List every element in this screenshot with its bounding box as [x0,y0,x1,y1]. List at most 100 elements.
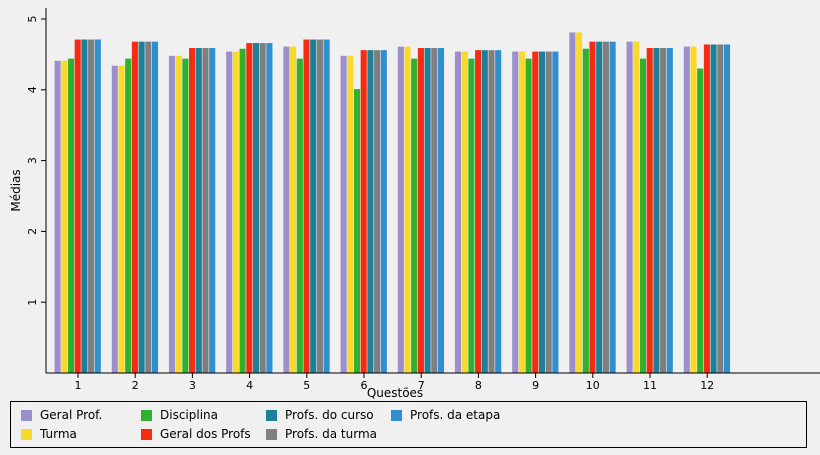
legend: Geral Prof. Turma Disciplina Geral dos Prof… [10,401,807,448]
legend-label: Profs. da etapa [410,408,501,422]
bar [367,50,374,373]
bar [690,46,697,373]
y-axis-title: Médias [9,169,23,211]
bar [582,48,589,374]
bar [252,43,260,374]
bar [404,46,411,373]
bar [374,50,381,373]
legend-label: Profs. do curso [285,408,374,422]
y-tick-label: 1 [26,299,39,306]
legend-item: Profs. da turma [266,427,377,441]
bar [723,44,731,373]
legend-swatch [391,409,402,421]
x-tick-label: 3 [189,379,196,392]
bar [569,32,576,374]
bar [283,46,290,373]
bar [189,48,196,373]
bar [417,48,424,373]
bar [360,50,367,373]
bar [118,65,125,373]
bar [525,58,532,373]
legend-item: Turma [21,427,77,441]
bar [488,50,495,373]
bar [175,55,182,373]
legend-swatch [21,409,32,421]
legend-swatch [141,428,152,440]
legend-label: Geral dos Profs [160,427,251,441]
bar [296,58,303,373]
bar [310,39,317,373]
bar [589,41,596,373]
bar [596,41,603,373]
bar [125,58,132,373]
bar [61,60,68,373]
legend-label: Disciplina [160,408,219,422]
bar [468,58,475,373]
x-tick-label: 4 [246,379,253,392]
bar [461,51,468,374]
y-tick-label: 4 [26,86,39,93]
bar [151,41,159,373]
bar [138,41,145,373]
bar [353,89,361,373]
bar [168,55,176,373]
bar [481,50,488,373]
x-tick-label: 11 [643,379,657,392]
bar [437,48,445,373]
x-tick-label: 1 [75,379,82,392]
bar [111,65,118,373]
legend-item: Profs. do curso [266,408,374,422]
x-tick-label: 5 [303,379,310,392]
bar [512,51,519,374]
x-tick-label: 9 [532,379,539,392]
bar [646,48,653,373]
bar [495,50,502,373]
bar [602,41,609,373]
bar [303,39,310,373]
bar [532,51,539,374]
bar [717,44,724,373]
bar [697,68,704,373]
bar [316,39,323,373]
bar [131,41,138,373]
bar [639,58,647,373]
bar [424,48,431,373]
legend-item: Geral dos Profs [141,427,251,441]
axes-layer [45,8,820,374]
legend-item: Geral Prof. [21,408,102,422]
legend-item: Profs. da etapa [391,408,500,422]
x-axis-title: Questões [367,386,423,400]
bar [475,50,482,373]
bar [323,39,330,373]
bar [340,55,347,373]
y-tick-label: 5 [26,16,39,23]
bar [703,44,710,373]
bar [209,48,216,373]
bar [239,48,246,374]
bar [145,41,152,373]
y-tick-label: 2 [26,228,39,235]
x-tick-label: 6 [361,379,368,392]
bar [88,39,95,373]
legend-swatch [21,428,32,440]
bar [431,48,438,373]
bar [653,48,660,373]
x-tick-label: 12 [700,379,714,392]
bar [290,46,297,373]
bar [232,51,239,374]
bar [518,51,525,374]
bar [666,48,673,373]
bar [411,58,418,373]
x-tick-label: 7 [418,379,425,392]
bar [397,46,404,373]
bar [633,41,640,373]
bar [660,48,667,373]
bar [683,46,690,373]
bar [81,39,88,373]
bar [710,44,717,373]
legend-swatch [266,409,277,421]
bar [552,51,559,374]
